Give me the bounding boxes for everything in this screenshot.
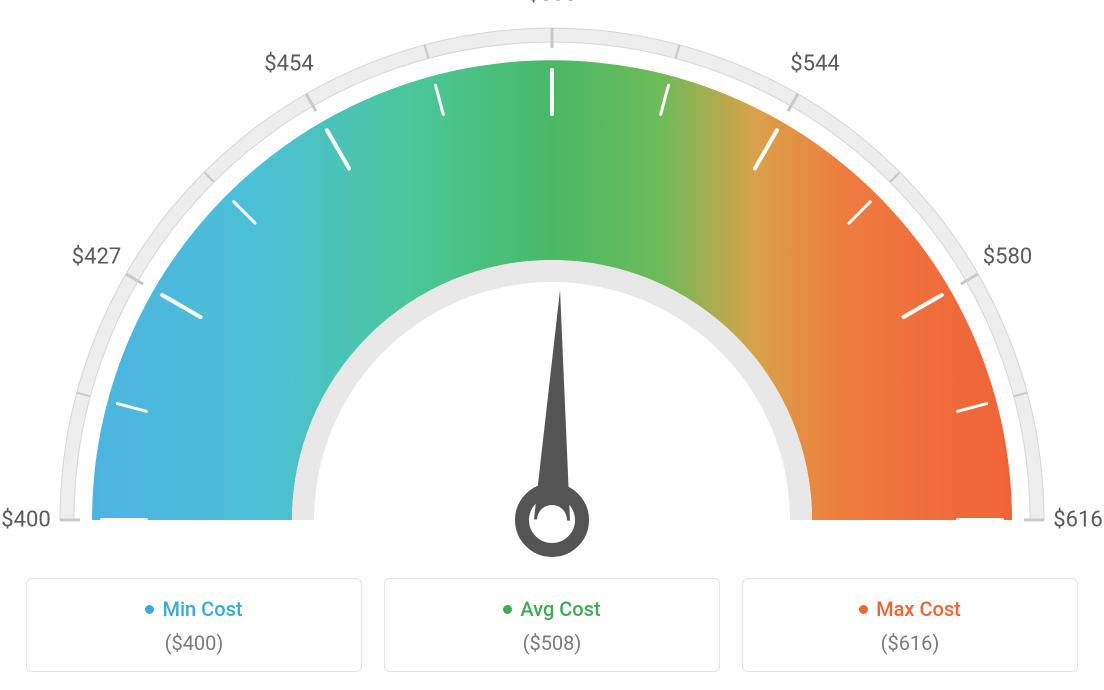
gauge-tick-label: $454	[264, 52, 313, 77]
legend-max: Max Cost ($616)	[742, 578, 1078, 672]
gauge-tick-label: $616	[1053, 508, 1102, 533]
dot-icon	[145, 605, 154, 614]
legend-avg: Avg Cost ($508)	[384, 578, 720, 672]
gauge-tick-label: $544	[790, 52, 839, 77]
legend-min-value: ($400)	[37, 631, 351, 655]
legend-min-label: Min Cost	[162, 597, 242, 621]
dot-icon	[859, 605, 868, 614]
legend-avg-value: ($508)	[395, 631, 709, 655]
gauge-tick-label: $400	[1, 508, 50, 533]
gauge-tick-label: $508	[527, 0, 576, 7]
legend-row: Min Cost ($400) Avg Cost ($508) Max Cost…	[26, 578, 1078, 672]
gauge-tick-label: $427	[72, 245, 121, 270]
legend-max-label: Max Cost	[876, 597, 961, 621]
legend-max-value: ($616)	[753, 631, 1067, 655]
gauge-tick-label: $580	[983, 245, 1032, 270]
dot-icon	[503, 605, 512, 614]
legend-avg-label: Avg Cost	[520, 597, 600, 621]
legend-min: Min Cost ($400)	[26, 578, 362, 672]
gauge-chart: $400 $427 $454 $508 $544 $580 $616	[0, 0, 1104, 560]
